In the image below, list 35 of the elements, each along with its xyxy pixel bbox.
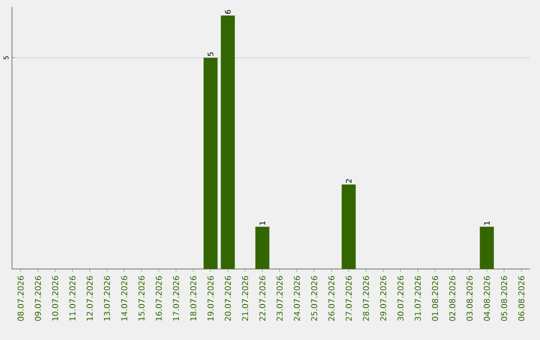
x-tick-label: 31.07.2026 xyxy=(414,276,421,321)
x-tick-label: 03.08.2026 xyxy=(466,276,473,321)
x-tick-label: 12.07.2026 xyxy=(86,276,93,320)
bar xyxy=(204,58,218,269)
x-tick-label: 17.07.2026 xyxy=(173,276,180,320)
x-tick-label: 26.07.2026 xyxy=(328,276,334,321)
x-tick-label: 19.07.2026 xyxy=(208,276,214,320)
x-tick-label: 11.07.2026 xyxy=(69,276,76,320)
x-tick-label: 22.07.2026 xyxy=(259,276,266,321)
bar xyxy=(220,15,235,269)
bar xyxy=(480,226,494,269)
x-tick-label: 01.08.2026 xyxy=(432,276,438,321)
x-tick-label: 18.07.2026 xyxy=(190,276,196,320)
bar xyxy=(342,184,356,269)
x-tick-label: 10.07.2026 xyxy=(52,276,58,320)
x-tick-label: 16.07.2026 xyxy=(156,276,162,320)
x-tick-label: 27.07.2026 xyxy=(346,276,352,321)
x-tick-label: 29.07.2026 xyxy=(380,276,386,321)
x-tick-label: 30.07.2026 xyxy=(397,276,404,321)
x-tick-label: 06.08.2026 xyxy=(518,276,524,321)
x-tick-label: 21.07.2026 xyxy=(242,276,248,321)
x-tick-label: 13.07.2026 xyxy=(104,276,110,320)
x-tick-label: 14.07.2026 xyxy=(121,276,128,320)
x-tick-label: 05.08.2026 xyxy=(501,276,508,321)
x-tick-label: 28.07.2026 xyxy=(362,276,369,321)
bar xyxy=(255,226,270,269)
x-tick-label: 04.08.2026 xyxy=(484,276,490,321)
x-tick-label: 24.07.2026 xyxy=(294,276,300,321)
x-tick-label: 23.07.2026 xyxy=(276,276,283,321)
x-tick-label: 09.07.2026 xyxy=(34,276,41,321)
x-tick-label: 08.07.2026 xyxy=(18,276,24,321)
x-tick-label: 15.07.2026 xyxy=(138,276,145,320)
x-tick-label: 20.07.2026 xyxy=(224,276,231,321)
x-tick-label: 25.07.2026 xyxy=(311,276,318,321)
x-tick-label: 02.08.2026 xyxy=(449,276,456,321)
